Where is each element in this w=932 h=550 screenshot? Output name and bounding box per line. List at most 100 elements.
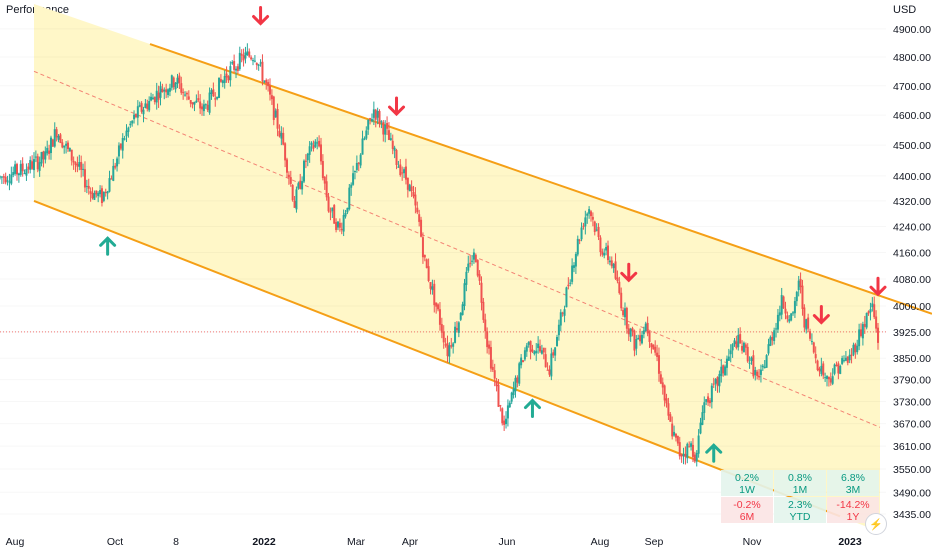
candle-body [484, 319, 487, 332]
candle-body [399, 164, 402, 176]
candle-body [157, 92, 160, 100]
candle-body [873, 304, 876, 318]
candle-body [391, 140, 394, 149]
candle-body [844, 357, 847, 361]
candle-body [153, 97, 156, 103]
y-axis-tick-label: 3550.00 [893, 464, 931, 476]
candle-body [102, 191, 105, 201]
candle-body [350, 184, 353, 188]
candle-body [225, 73, 228, 78]
candle-body [459, 312, 462, 320]
candle-body [718, 374, 721, 387]
x-axis-tick-label: Nov [743, 536, 762, 548]
candle-body [15, 164, 18, 175]
candle-body [89, 191, 92, 194]
candle-body [754, 370, 757, 375]
performance-value: 0.8% [788, 472, 812, 484]
candle-body [325, 181, 328, 198]
candle-body [212, 89, 215, 97]
candle-body [246, 51, 249, 55]
candle-body [710, 385, 713, 403]
candle-body [48, 150, 51, 154]
candle-body [867, 311, 870, 314]
candle-body [663, 385, 666, 401]
candle-body [448, 345, 451, 357]
candle-body [12, 172, 15, 175]
candle-body [331, 207, 334, 212]
candle-body [860, 329, 863, 336]
candle-body [151, 97, 154, 100]
candle-body [387, 130, 390, 140]
candle-body [286, 159, 289, 173]
candle-body [856, 345, 859, 353]
candle-body [814, 354, 817, 359]
up-arrow-icon [99, 236, 117, 256]
candle-body [201, 106, 204, 110]
candle-body [557, 324, 560, 336]
performance-period: 1Y [847, 511, 860, 523]
candle-body [21, 163, 24, 172]
candle-body [304, 160, 307, 162]
candle-body [335, 222, 338, 230]
performance-cell-bg [721, 470, 773, 496]
candle-body [542, 347, 545, 353]
candle-body [440, 324, 443, 333]
candle-body [690, 443, 693, 447]
candle-body [83, 169, 86, 188]
candle-body [712, 383, 715, 385]
candle-body [408, 184, 411, 192]
candle-body [344, 213, 347, 217]
y-axis-tick-label: 4000.00 [893, 301, 931, 313]
candle-body [202, 104, 205, 112]
candle-body [463, 283, 466, 307]
candle-body [257, 64, 260, 66]
y-axis-tick-label: 4080.00 [893, 274, 931, 286]
candle-body [695, 452, 698, 462]
candle-body [848, 354, 851, 361]
candle-body [150, 96, 153, 101]
candle-body [159, 86, 162, 98]
candle-body [29, 160, 32, 170]
candle-body [629, 328, 632, 337]
candle-body [433, 283, 436, 306]
candle-body [703, 402, 706, 413]
candle-body [714, 379, 717, 384]
candle-body [23, 173, 26, 175]
candle-body [863, 323, 866, 327]
candle-body [144, 103, 147, 108]
candle-body [308, 146, 311, 155]
candle-body [280, 132, 283, 139]
candle-body [807, 317, 810, 329]
candle-body [255, 63, 258, 65]
candle-body [565, 287, 568, 308]
candle-body [287, 174, 290, 178]
down-arrow-shape [869, 276, 887, 297]
candle-body [65, 143, 68, 146]
performance-period: 1M [793, 484, 808, 496]
candle-body [588, 209, 591, 214]
candle-body [227, 76, 230, 81]
candle-body [401, 172, 404, 174]
candle-body [648, 331, 651, 342]
performance-cell: 6.8%3M [827, 470, 879, 496]
candle-body [727, 356, 730, 361]
candle-body [877, 327, 879, 343]
candle-body [378, 111, 381, 125]
candle-body [123, 138, 126, 140]
candle-body [229, 66, 232, 81]
performance-period: 6M [740, 511, 755, 523]
candle-body [622, 310, 625, 316]
candle-body [569, 282, 572, 284]
candle-body [678, 442, 681, 457]
candle-body [261, 61, 264, 81]
candle-body [223, 76, 226, 83]
candle-body [499, 405, 502, 407]
candle-body [314, 141, 317, 147]
candle-body [793, 301, 796, 314]
y-axis-tick-label: 3435.00 [893, 509, 931, 521]
candle-body [539, 346, 542, 352]
candle-body [540, 350, 543, 354]
down-arrow-icon [252, 6, 270, 26]
candle-body [319, 144, 322, 162]
